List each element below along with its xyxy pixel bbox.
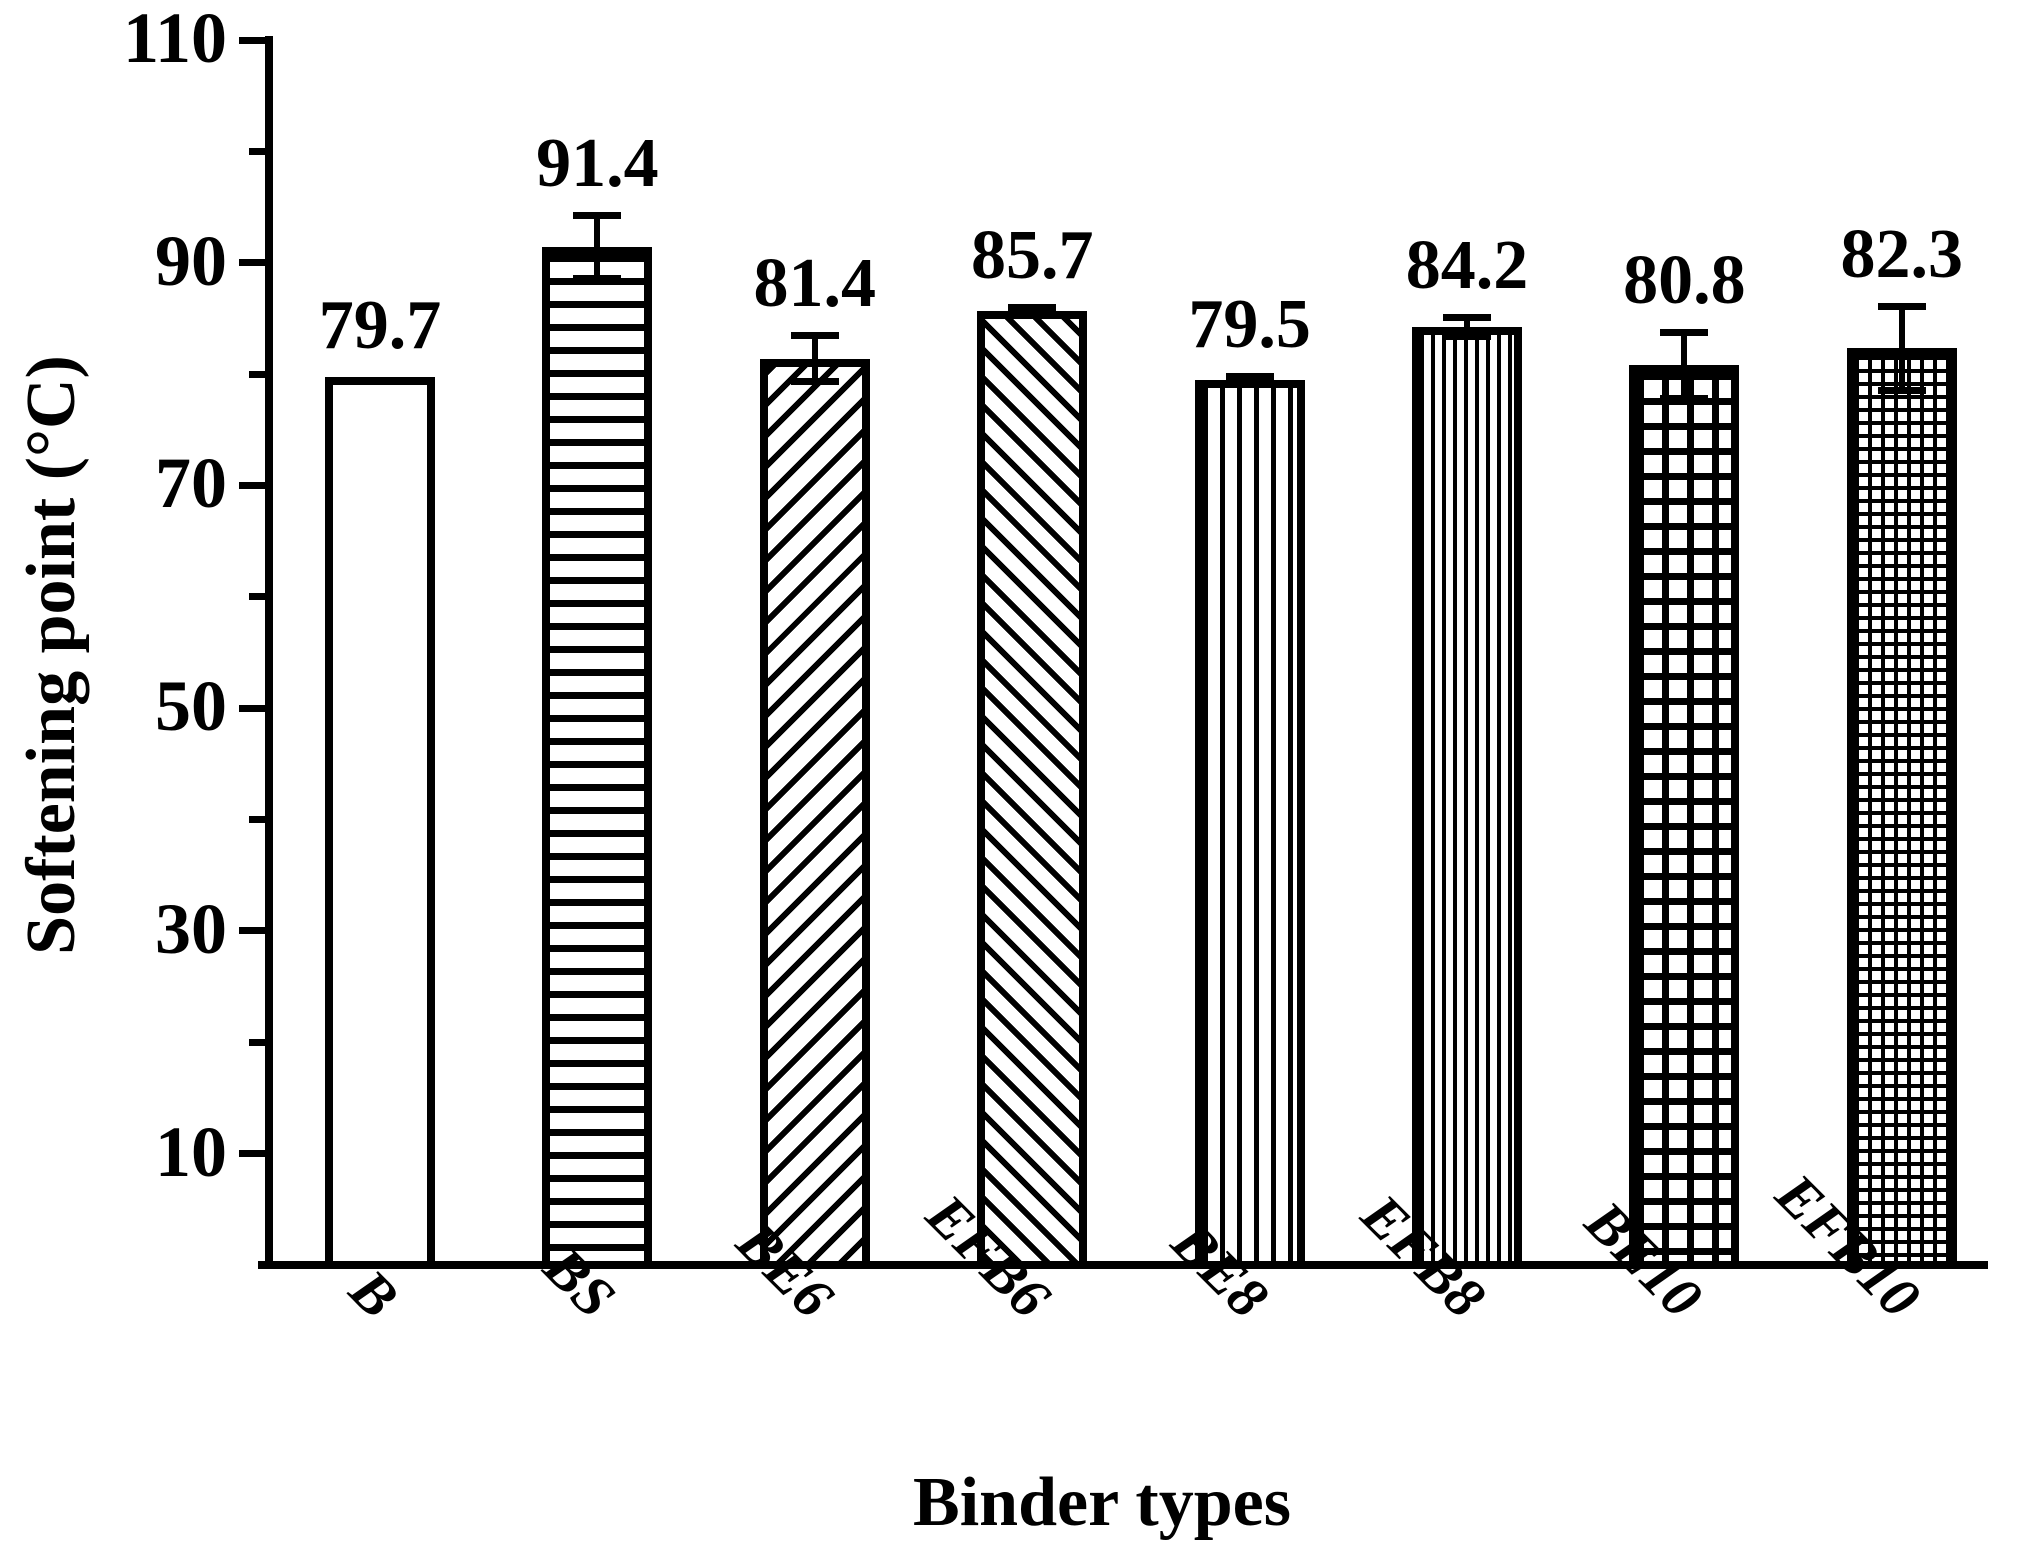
y-minor-tick bbox=[249, 816, 265, 824]
y-axis-line bbox=[265, 36, 273, 1269]
bar bbox=[1629, 365, 1740, 1269]
y-tick-label: 10 bbox=[155, 1111, 227, 1192]
y-major-tick bbox=[239, 481, 265, 489]
y-major-tick bbox=[239, 1150, 265, 1158]
bar-value-label: 79.7 bbox=[318, 287, 442, 365]
y-minor-tick bbox=[249, 370, 265, 378]
y-tick-label: 110 bbox=[122, 0, 227, 78]
y-major-tick bbox=[239, 704, 265, 712]
bar-value-label: 79.5 bbox=[1188, 286, 1311, 364]
y-major-tick bbox=[239, 259, 265, 267]
bar bbox=[759, 358, 870, 1269]
bar-value-label: 80.8 bbox=[1623, 241, 1746, 319]
error-bar-line bbox=[594, 214, 601, 280]
error-bar-bottom-cap bbox=[790, 377, 839, 385]
bar-value-label: 91.4 bbox=[536, 124, 659, 202]
error-bar-top-cap bbox=[573, 211, 622, 219]
y-minor-tick bbox=[249, 147, 265, 155]
y-tick-label: 70 bbox=[155, 443, 227, 524]
error-bar-top-cap bbox=[1660, 328, 1709, 336]
y-major-tick bbox=[239, 927, 265, 935]
error-bar-top-cap bbox=[790, 332, 839, 340]
bar bbox=[542, 247, 653, 1269]
error-bar-line bbox=[1464, 317, 1470, 338]
error-bar-bottom-cap bbox=[1443, 333, 1491, 341]
bar-value-label: 85.7 bbox=[970, 217, 1094, 295]
y-tick-label: 50 bbox=[155, 666, 227, 747]
error-bar-line bbox=[1681, 331, 1688, 399]
x-axis-line bbox=[258, 1261, 1988, 1269]
error-bar-bottom-cap bbox=[1008, 309, 1057, 317]
error-bar-line bbox=[811, 335, 818, 382]
error-bar-bottom-cap bbox=[1225, 379, 1274, 386]
error-bar-top-cap bbox=[1008, 304, 1057, 312]
bar bbox=[1846, 348, 1957, 1269]
error-bar-bottom-cap bbox=[1877, 386, 1926, 394]
bar bbox=[977, 310, 1088, 1269]
error-bar-bottom-cap bbox=[573, 275, 622, 283]
error-bar-top-cap bbox=[1225, 373, 1274, 381]
bar-value-label: 84.2 bbox=[1405, 227, 1529, 305]
bar-value-label: 82.3 bbox=[1840, 216, 1964, 294]
error-bar-top-cap bbox=[1443, 314, 1491, 322]
error-bar-line bbox=[1898, 306, 1905, 391]
y-tick-label: 90 bbox=[155, 220, 227, 301]
y-minor-tick bbox=[249, 1038, 265, 1046]
x-tick-label: B bbox=[337, 1256, 411, 1331]
error-bar-top-cap bbox=[1877, 303, 1926, 311]
bar bbox=[1412, 327, 1522, 1269]
x-axis-title: Binder types bbox=[913, 1464, 1291, 1541]
y-minor-tick bbox=[249, 593, 265, 601]
y-tick-label: 30 bbox=[155, 888, 227, 969]
bar-value-label: 81.4 bbox=[753, 245, 877, 323]
error-bar-bottom-cap bbox=[1660, 394, 1709, 402]
y-axis-title: Softening point (°C) bbox=[13, 355, 90, 955]
bar bbox=[325, 377, 435, 1269]
y-major-tick bbox=[239, 36, 265, 44]
bar bbox=[1194, 379, 1305, 1269]
